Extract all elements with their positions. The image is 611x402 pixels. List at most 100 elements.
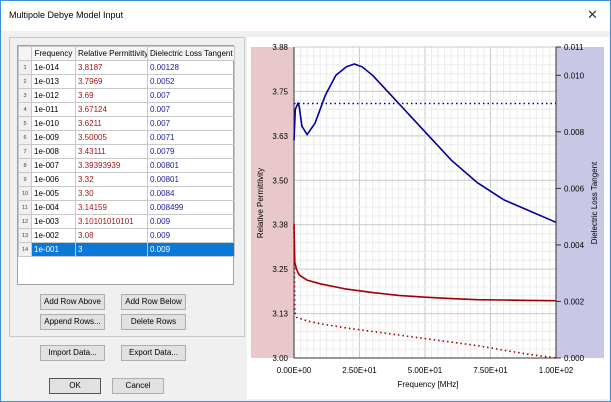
table-row[interactable]: 11 1e-004 3.14159 0.008499 (18, 200, 235, 215)
frequency-cell[interactable]: 1e-008 (31, 144, 76, 159)
y-tick-label: 3.13 (272, 310, 288, 319)
frequency-cell[interactable]: 1e-014 (31, 60, 76, 75)
row-index[interactable]: 14 (18, 242, 32, 257)
row-index[interactable]: 13 (18, 228, 32, 243)
frequency-cell[interactable]: 1e-006 (31, 172, 76, 187)
frequency-cell[interactable]: 1e-011 (31, 102, 76, 117)
y-tick-label: 3.25 (272, 265, 288, 274)
y-axis-label: Relative Permittivity (256, 168, 265, 238)
permittivity-cell[interactable]: 3.43111 (75, 144, 148, 159)
row-index[interactable]: 12 (18, 214, 32, 229)
loss-tangent-cell[interactable]: 0.0079 (147, 144, 235, 159)
permittivity-cell[interactable]: 3.8187 (75, 60, 148, 75)
x-tick-label: 1.00E+02 (539, 366, 574, 375)
frequency-cell[interactable]: 1e-002 (31, 228, 76, 243)
column-header-frequency[interactable]: Frequency (31, 46, 76, 61)
series-line-0 (293, 63, 557, 224)
frequency-cell[interactable]: 1e-005 (31, 186, 76, 201)
permittivity-cell[interactable]: 3.14159 (75, 200, 148, 215)
row-index[interactable]: 11 (18, 200, 32, 215)
permittivity-cell[interactable]: 3.32 (75, 172, 148, 187)
table-row[interactable]: 14 1e-001 3 0.009 (18, 242, 235, 257)
frequency-cell[interactable]: 1e-009 (31, 130, 76, 145)
row-index[interactable]: 6 (18, 130, 32, 145)
permittivity-cell[interactable]: 3.10101010101 (75, 214, 148, 229)
permittivity-cell[interactable]: 3.67124 (75, 102, 148, 117)
permittivity-cell[interactable]: 3.50005 (75, 130, 148, 145)
row-index[interactable]: 4 (18, 102, 32, 117)
permittivity-cell[interactable]: 3.69 (75, 88, 148, 103)
y-tick-label: 3.00 (272, 354, 288, 363)
delete-rows-button[interactable]: Delete Rows (121, 314, 186, 330)
permittivity-cell[interactable]: 3 (75, 242, 148, 257)
header-row: Frequency Relative Permittivity Dielectr… (18, 46, 235, 61)
row-index[interactable]: 1 (18, 60, 32, 75)
permittivity-cell[interactable]: 3.08 (75, 228, 148, 243)
loss-tangent-cell[interactable]: 0.0052 (147, 74, 235, 89)
loss-tangent-cell[interactable]: 0.0071 (147, 130, 235, 145)
table-group-box (9, 37, 245, 337)
add-row-below-button[interactable]: Add Row Below (121, 294, 186, 310)
loss-tangent-cell[interactable]: 0.007 (147, 88, 235, 103)
frequency-cell[interactable]: 1e-001 (31, 242, 76, 257)
loss-tangent-cell[interactable]: 0.007 (147, 102, 235, 117)
table-row[interactable]: 5 1e-010 3.6211 0.007 (18, 116, 235, 131)
table-row[interactable]: 6 1e-009 3.50005 0.0071 (18, 130, 235, 145)
table-row[interactable]: 12 1e-003 3.10101010101 0.009 (18, 214, 235, 229)
row-index[interactable]: 5 (18, 116, 32, 131)
permittivity-cell[interactable]: 3.39393939 (75, 158, 148, 173)
export-data-button[interactable]: Export Data... (121, 345, 186, 361)
table-row[interactable]: 13 1e-002 3.08 0.009 (18, 228, 235, 243)
frequency-cell[interactable]: 1e-007 (31, 158, 76, 173)
row-index[interactable]: 8 (18, 158, 32, 173)
table-row[interactable]: 1 1e-014 3.8187 0.00128 (18, 60, 235, 75)
table-row[interactable]: 10 1e-005 3.30 0.0084 (18, 186, 235, 201)
left-axis-band (251, 47, 294, 358)
table-row[interactable]: 7 1e-008 3.43111 0.0079 (18, 144, 235, 159)
frequency-cell[interactable]: 1e-004 (31, 200, 76, 215)
y2-tick-label: 0.010 (564, 71, 585, 80)
y-tick-label: 3.88 (272, 43, 288, 52)
y-tick-label: 3.75 (272, 87, 288, 96)
permittivity-cell[interactable]: 3.6211 (75, 116, 148, 131)
x-axis-label: Frequency [MHz] (398, 380, 459, 389)
column-header-loss-tangent[interactable]: Dielectric Loss Tangent (147, 46, 235, 61)
corner-cell[interactable] (18, 46, 32, 61)
data-grid[interactable]: Frequency Relative Permittivity Dielectr… (17, 45, 235, 285)
frequency-cell[interactable]: 1e-012 (31, 88, 76, 103)
column-header-relative-permittivity[interactable]: Relative Permittivity (75, 46, 148, 61)
title-bar: Multipole Debye Model Input ✕ (1, 1, 610, 31)
loss-tangent-cell[interactable]: 0.0084 (147, 186, 235, 201)
table-row[interactable]: 9 1e-006 3.32 0.00801 (18, 172, 235, 187)
loss-tangent-cell[interactable]: 0.009 (147, 228, 235, 243)
frequency-cell[interactable]: 1e-010 (31, 116, 76, 131)
loss-tangent-cell[interactable]: 0.009 (147, 242, 235, 257)
loss-tangent-cell[interactable]: 0.00128 (147, 60, 235, 75)
window-title: Multipole Debye Model Input (9, 10, 124, 20)
table-row[interactable]: 4 1e-011 3.67124 0.007 (18, 102, 235, 117)
add-row-above-button[interactable]: Add Row Above (40, 294, 105, 310)
table-row[interactable]: 8 1e-007 3.39393939 0.00801 (18, 158, 235, 173)
loss-tangent-cell[interactable]: 0.00801 (147, 172, 235, 187)
loss-tangent-cell[interactable]: 0.007 (147, 116, 235, 131)
loss-tangent-cell[interactable]: 0.008499 (147, 200, 235, 215)
table-row[interactable]: 2 1e-013 3.7969 0.0052 (18, 74, 235, 89)
row-index[interactable]: 7 (18, 144, 32, 159)
table-row[interactable]: 3 1e-012 3.69 0.007 (18, 88, 235, 103)
close-icon[interactable]: ✕ (587, 7, 598, 22)
permittivity-cell[interactable]: 3.7969 (75, 74, 148, 89)
row-index[interactable]: 2 (18, 74, 32, 89)
frequency-cell[interactable]: 1e-013 (31, 74, 76, 89)
import-data-button[interactable]: Import Data... (40, 345, 105, 361)
cancel-button[interactable]: Cancel (112, 378, 164, 394)
row-index[interactable]: 9 (18, 172, 32, 187)
row-index[interactable]: 3 (18, 88, 32, 103)
row-index[interactable]: 10 (18, 186, 32, 201)
permittivity-cell[interactable]: 3.30 (75, 186, 148, 201)
series-line-2 (293, 223, 557, 302)
loss-tangent-cell[interactable]: 0.00801 (147, 158, 235, 173)
ok-button[interactable]: OK (49, 378, 101, 394)
loss-tangent-cell[interactable]: 0.009 (147, 214, 235, 229)
append-rows-button[interactable]: Append Rows... (40, 314, 105, 330)
frequency-cell[interactable]: 1e-003 (31, 214, 76, 229)
